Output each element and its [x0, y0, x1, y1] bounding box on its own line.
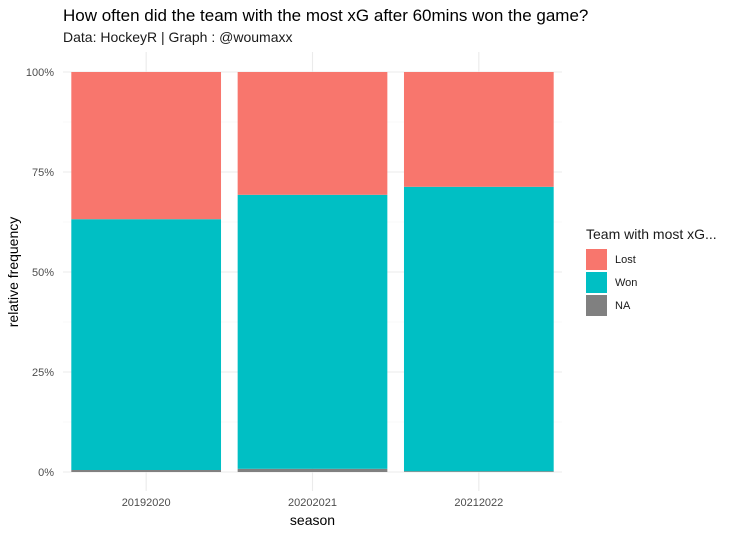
- legend-item-won: Won: [586, 271, 717, 294]
- bar-lost-20192020: [71, 72, 222, 220]
- bar-lost-20212022: [403, 72, 554, 187]
- legend: Team with most xG... Lost Won NA: [586, 226, 717, 317]
- x-tick-label: 20192020: [122, 497, 171, 509]
- y-tick-label: 75%: [32, 167, 54, 179]
- legend-title: Team with most xG...: [586, 226, 717, 242]
- bar-na-20212022: [403, 471, 554, 472]
- y-tick-label: 50%: [32, 267, 54, 279]
- legend-label-won: Won: [615, 276, 638, 289]
- legend-swatch-lost: [586, 249, 607, 270]
- x-axis-label: season: [290, 512, 335, 528]
- chart-title: How often did the team with the most xG …: [63, 6, 589, 25]
- legend-label-na: NA: [615, 299, 631, 312]
- legend-item-na: NA: [586, 294, 717, 317]
- legend-label-lost: Lost: [615, 253, 636, 266]
- bar-won-20202021: [237, 194, 388, 469]
- legend-swatch-won: [586, 272, 607, 293]
- x-tick-label: 20212022: [454, 497, 503, 509]
- bar-na-20202021: [237, 468, 388, 472]
- y-axis-label: relative frequency: [5, 217, 21, 328]
- x-tick-label: 20202021: [288, 497, 337, 509]
- chart-subtitle: Data: HockeyR | Graph : @woumaxx: [63, 29, 293, 45]
- bar-lost-20202021: [237, 72, 388, 195]
- y-tick-label: 100%: [26, 67, 54, 79]
- y-tick-label: 25%: [32, 367, 54, 379]
- bar-won-20212022: [403, 186, 554, 472]
- y-tick-label: 0%: [38, 467, 54, 479]
- legend-item-lost: Lost: [586, 248, 717, 271]
- bar-won-20192020: [71, 219, 222, 470]
- legend-swatch-na: [586, 295, 607, 316]
- bar-na-20192020: [71, 470, 222, 472]
